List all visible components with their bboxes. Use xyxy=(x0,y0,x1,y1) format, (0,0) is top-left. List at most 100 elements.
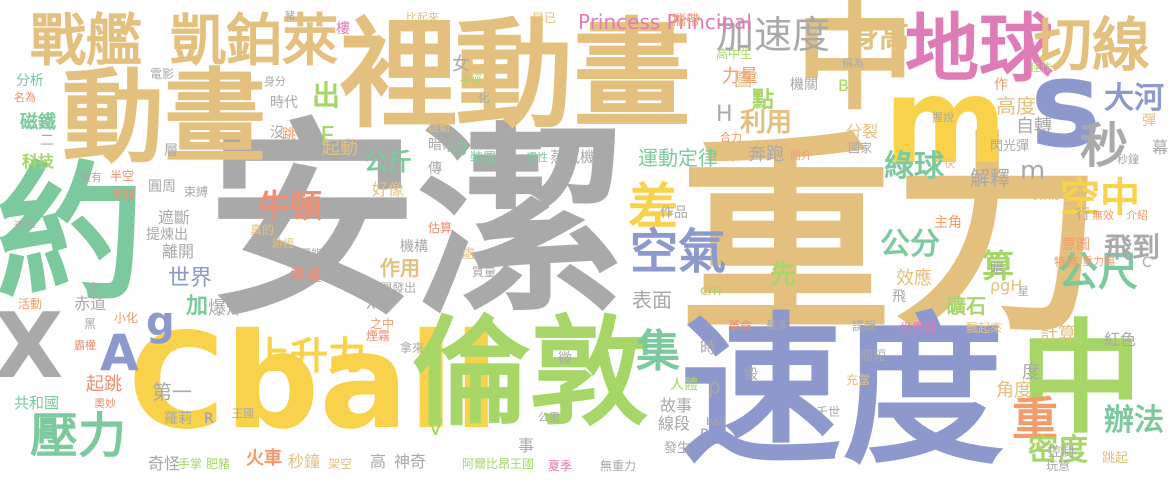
word-m-big: m xyxy=(884,52,1007,190)
word-gaozhongsheng: 高中生 xyxy=(716,47,753,61)
word-huodong: 活動 xyxy=(18,297,43,311)
word-yongyou: 擁有 xyxy=(80,171,102,184)
word-renti: 人體 xyxy=(670,377,698,393)
word-kuangshi: 礦石 xyxy=(946,294,986,318)
word-chengwei: 稱為 xyxy=(842,57,864,70)
word-p-small: ρ xyxy=(708,374,721,398)
word-sudu: 速度 xyxy=(680,299,1004,482)
word-dianying: 電影 xyxy=(150,67,175,81)
word-zuo: 作 xyxy=(994,77,1008,93)
word-luoli: 羅莉 xyxy=(164,411,192,427)
word-bawo: 握說 xyxy=(932,111,954,124)
word-xing2: 星 xyxy=(1018,285,1029,298)
word-xiedai: 攜帶 xyxy=(672,13,700,29)
word-mu: 幕 xyxy=(1152,138,1169,157)
word-midu: 密度 xyxy=(1028,433,1088,468)
word-zhu: 豬 xyxy=(285,11,295,22)
word-shanguangdan: 閃光彈 xyxy=(990,139,1030,154)
word-qiguai: 奇怪 xyxy=(148,454,181,473)
word-tu: 圖 xyxy=(734,70,752,91)
word-jianguo: 間諜 xyxy=(576,245,604,261)
word-an: 暗 xyxy=(990,261,1004,277)
word-kaifachulai: 開發出 xyxy=(380,281,417,295)
word-zhanjian: 戰艦 xyxy=(30,9,142,74)
word-qidong: 起動 xyxy=(322,138,358,159)
word-xiaohua: 小化 xyxy=(114,311,139,325)
word-jigou: 機構 xyxy=(400,239,428,255)
word-gongheguo: 共和國 xyxy=(14,394,60,412)
word-baozha: 爆炸 xyxy=(208,298,244,319)
word-zuiduo: 最多 xyxy=(766,319,788,332)
word-pgH: ρgH xyxy=(990,276,1023,295)
word-dieba: 諜報 xyxy=(852,319,877,333)
word-zhiliang: 質量 xyxy=(472,265,497,279)
word-zhujiao: 主角 xyxy=(934,215,962,231)
word-gaodu: 高度 xyxy=(996,94,1036,118)
word-gushi: 故事 xyxy=(660,396,693,415)
word-kongzhong: 空中 xyxy=(1060,175,1140,221)
word-tiao: 跳 xyxy=(282,127,296,143)
word-shidai: 時代 xyxy=(270,95,298,111)
word-shi: 時 xyxy=(700,338,717,357)
word-weinizhou: 微 xyxy=(558,351,572,367)
word-xian: 先 xyxy=(770,260,797,290)
word-qiexian: 切線 xyxy=(1034,11,1151,79)
word-jisuan: 計算 xyxy=(1040,324,1076,345)
word-fasheng: 發生 xyxy=(664,441,691,456)
word-meiyou: 沒 xyxy=(270,125,284,141)
word-zhongliang: 重量 xyxy=(290,266,323,285)
word-nalai: 拿來 xyxy=(400,341,425,355)
word-dan: 彈 xyxy=(1142,113,1156,129)
word-yuandan: 無效 xyxy=(1092,209,1114,222)
word-guanxing: 慣性 xyxy=(526,151,548,164)
word-hongse: 紅色 xyxy=(1104,330,1137,349)
word-benpao: 奔跑 xyxy=(748,144,784,165)
word-ci2: 次 xyxy=(88,281,99,294)
word-yue: 約 xyxy=(0,148,144,320)
word-jiaxiao: 霸權 xyxy=(74,339,96,352)
word-R: R xyxy=(204,411,214,427)
word-xianduan: 線段 xyxy=(658,414,691,433)
word-er: 二 xyxy=(40,133,54,149)
word-shijie: 世界 xyxy=(168,266,213,291)
word-fenlie: 分裂 xyxy=(846,122,879,141)
word-shijieguan: 世界觀 xyxy=(900,321,937,335)
word-daxiao: 大小 xyxy=(716,149,741,163)
word-jiazuo: 佳作 xyxy=(1030,61,1052,74)
word-yali: 壓力 xyxy=(30,408,127,464)
word-ci: 磁鐵 xyxy=(20,112,56,133)
word-shi3: 示 xyxy=(362,281,376,297)
word-lundun: 倫敦 xyxy=(412,304,649,442)
word-xing: 行 xyxy=(1076,207,1090,223)
word-shouzhang: 手掌 xyxy=(178,457,203,471)
word-zhongli: 重力 xyxy=(680,114,1104,361)
word-weiwu: 微物 xyxy=(1032,187,1060,203)
word-qianshi: 千世 xyxy=(816,405,841,419)
word-princess: Princess Principal xyxy=(578,10,752,34)
word-feidao: 飛到 xyxy=(1104,231,1161,264)
word-qidongb: 啟動 xyxy=(428,121,450,134)
word-jiyi: 跡證 xyxy=(272,237,294,250)
word-diyi: 第一 xyxy=(152,380,192,404)
word-zhenshi: 真的 xyxy=(250,223,275,237)
word-yuan: 元 xyxy=(452,195,463,208)
word-hua: 化 xyxy=(478,91,491,105)
word-ball: ball xyxy=(706,415,726,428)
word-anma: 暗碼 xyxy=(428,137,456,153)
word-kongzhi: 控制 xyxy=(1048,445,1075,460)
word-diqiu: 地球 xyxy=(905,6,1053,92)
word-tiliancu: 提煉出 xyxy=(146,227,188,243)
word-miaozhong: 秒鐘 xyxy=(288,452,321,471)
word-huoche: 火車 xyxy=(246,448,282,469)
word-kaibolai: 凱鉑萊 xyxy=(170,9,338,74)
word-guojia: 國家 xyxy=(848,141,873,155)
word-P: P xyxy=(700,427,709,443)
word-yimiaozhong: 一秒鐘 xyxy=(1106,153,1139,166)
word-guji: 估算 xyxy=(428,221,453,235)
word-a-big: A xyxy=(100,324,139,382)
word-feizhu: 肥豬 xyxy=(206,457,231,471)
word-zheduan: 遮斷 xyxy=(158,208,191,227)
word-xiaoying: 效應 xyxy=(896,268,932,289)
word-kuai: 快 xyxy=(944,157,955,170)
